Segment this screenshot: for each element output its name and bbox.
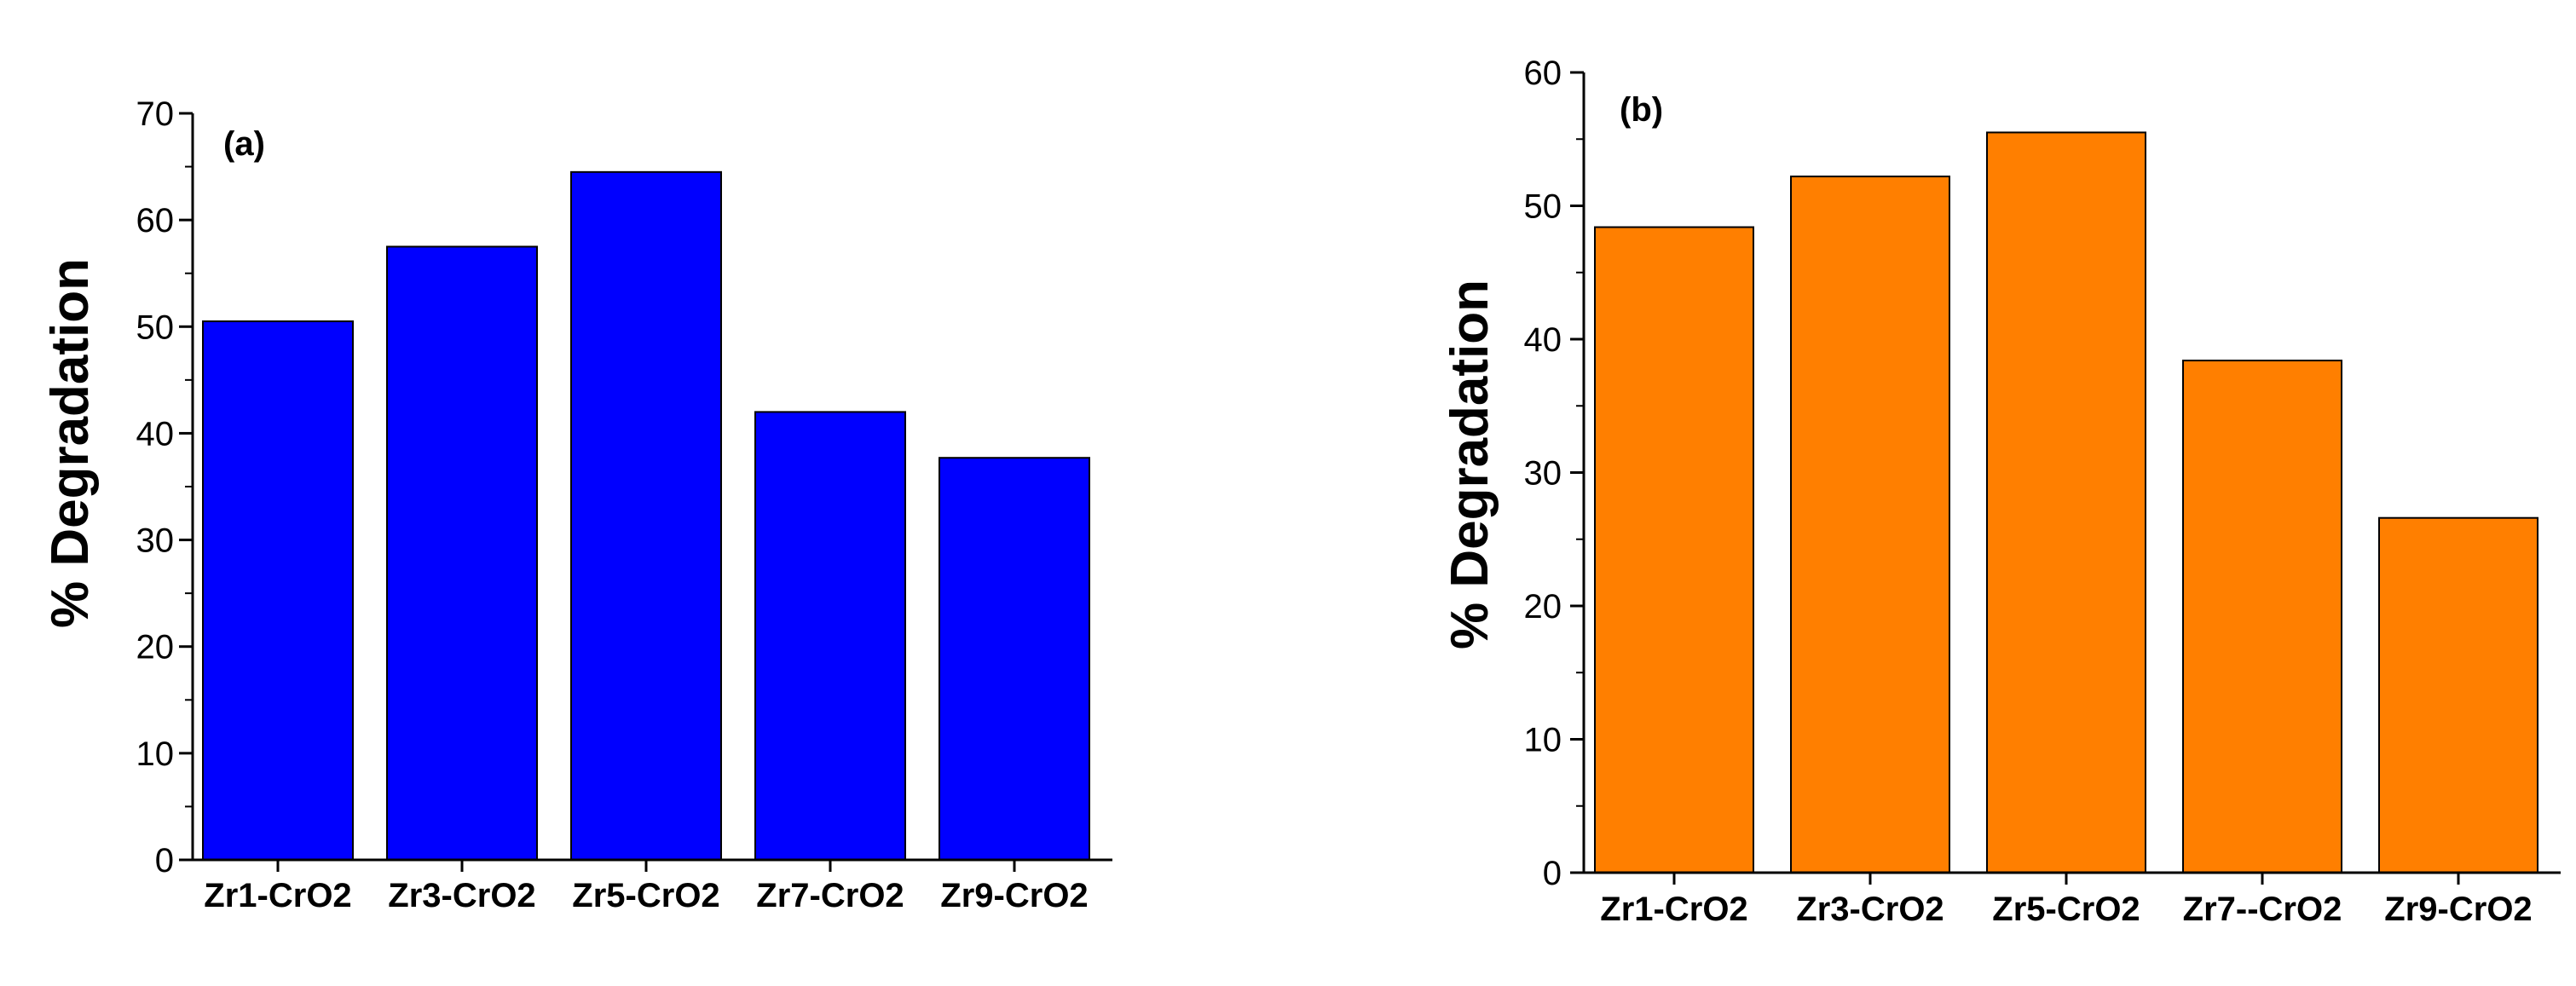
y-tick-label-b: 20 xyxy=(1524,588,1562,626)
y-tick-label-b: 0 xyxy=(1543,855,1562,892)
y-tick-label-a: 30 xyxy=(136,522,175,560)
y-tick-label-a: 70 xyxy=(136,95,175,133)
y-tick-label-b: 40 xyxy=(1524,321,1562,359)
y-tick-label-b: 30 xyxy=(1524,455,1562,493)
panel-label-a: (a) xyxy=(223,125,265,163)
x-axis-ticks-a: Zr1-CrO2 Zr3-CrO2 Zr5-CrO2 Zr7-CrO2 Zr9-CrO2 xyxy=(204,860,1089,914)
bar-a-zr3-cro2 xyxy=(386,245,538,861)
bar-a-zr1-cro2 xyxy=(202,320,354,861)
bar-b-zr3-cro2 xyxy=(1790,176,1950,874)
bar-b-zr7-cro2 xyxy=(2182,360,2342,874)
bar-b-zr5-cro2 xyxy=(1986,131,2146,874)
x-tick-label-a: Zr1-CrO2 xyxy=(204,877,351,914)
bar-b-zr9-cro2 xyxy=(2378,516,2538,874)
y-tick-label-b: 10 xyxy=(1524,722,1562,759)
y-tick-label-a: 40 xyxy=(136,415,175,453)
bar-b-zr1-cro2 xyxy=(1594,226,1754,874)
chart-panel-a: (a) % Degradation 0 10 20 30 40 50 60 70 Zr1-Cr… xyxy=(41,95,1112,914)
y-tick-label-a: 50 xyxy=(136,308,175,346)
x-tick-label-b: Zr1-CrO2 xyxy=(1600,891,1747,928)
chart-panel-b: (b) % Degradation 0 10 20 30 40 50 60 Zr1-CrO2… xyxy=(1441,55,2561,928)
bar-group-b xyxy=(1594,131,2538,874)
x-tick-label-a: Zr7-CrO2 xyxy=(756,877,904,914)
y-axis-ticks-a: 0 10 20 30 40 50 60 70 xyxy=(136,95,193,879)
x-tick-label-b: Zr5-CrO2 xyxy=(1992,891,2140,928)
bar-a-zr9-cro2 xyxy=(939,457,1090,861)
y-tick-label-a: 0 xyxy=(155,842,174,879)
y-tick-label-b: 60 xyxy=(1524,55,1562,92)
x-tick-label-a: Zr9-CrO2 xyxy=(940,877,1088,914)
y-tick-label-a: 20 xyxy=(136,629,175,666)
bar-a-zr5-cro2 xyxy=(570,170,722,862)
x-axis-ticks-b: Zr1-CrO2 Zr3-CrO2 Zr5-CrO2 Zr7--CrO2 Zr9-CrO… xyxy=(1600,873,2533,928)
y-axis-title-b: % Degradation xyxy=(1441,280,1499,649)
x-tick-label-a: Zr5-CrO2 xyxy=(572,877,719,914)
y-tick-label-a: 10 xyxy=(136,735,175,773)
bar-a-zr7-cro2 xyxy=(754,411,906,861)
y-tick-label-b: 50 xyxy=(1524,188,1562,226)
bar-group-a xyxy=(202,170,1090,862)
y-axis-ticks-b: 0 10 20 30 40 50 60 xyxy=(1524,55,1584,892)
y-tick-label-a: 60 xyxy=(136,202,175,239)
x-tick-label-a: Zr3-CrO2 xyxy=(388,877,535,914)
x-tick-label-b: Zr3-CrO2 xyxy=(1796,891,1944,928)
y-axis-title-a: % Degradation xyxy=(41,258,100,628)
x-tick-label-b: Zr7--CrO2 xyxy=(2183,891,2342,928)
x-tick-label-b: Zr9-CrO2 xyxy=(2384,891,2532,928)
panel-label-b: (b) xyxy=(1620,91,1663,129)
